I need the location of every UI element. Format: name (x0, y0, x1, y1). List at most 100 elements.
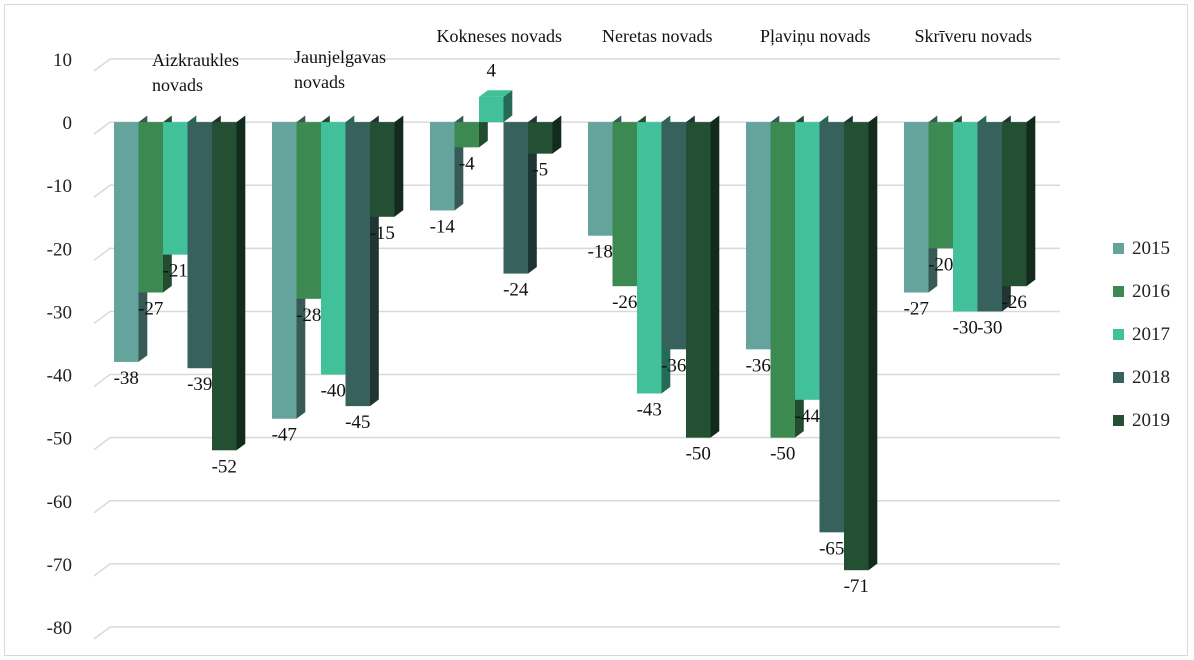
data-label: -5 (532, 160, 548, 181)
bar-side (1026, 115, 1036, 287)
y-tick-label: -10 (47, 176, 72, 197)
bar-front (844, 122, 869, 571)
data-label: -26 (612, 292, 637, 313)
bar-front (928, 122, 953, 249)
gridline (93, 247, 1060, 261)
category-label: Kokneses novads (437, 26, 562, 46)
bar-side (868, 115, 878, 571)
bar-front (114, 122, 139, 362)
y-axis: 10 0 -10 -20 -30 -40 -50 -60 -70 -80 (47, 50, 72, 639)
data-label: -20 (928, 254, 953, 275)
data-label: -50 (686, 444, 711, 465)
grid-layer (93, 58, 1060, 640)
category-label: Skrīveru novads (915, 26, 1032, 46)
bar-front (746, 122, 771, 350)
legend-label: 2015 (1132, 238, 1170, 259)
gridline (93, 563, 1060, 577)
bar (370, 115, 404, 217)
bar-side (236, 115, 246, 451)
data-label: -18 (588, 242, 613, 263)
data-label: -36 (661, 355, 686, 376)
bar-side (528, 115, 537, 274)
bar-front (430, 122, 455, 211)
gridline (93, 58, 1060, 72)
bar (1002, 115, 1036, 287)
data-label: -27 (904, 299, 929, 320)
legend-swatch (1113, 286, 1124, 297)
data-label: -24 (503, 280, 529, 301)
bars-layer (114, 90, 1036, 571)
y-tick-label: 10 (53, 50, 72, 71)
legend: 2015 2016 2017 2018 2019 (1113, 238, 1170, 431)
bar-front (296, 122, 321, 299)
data-label: -50 (770, 444, 795, 465)
data-label: -47 (272, 425, 297, 446)
bar-side (552, 115, 562, 154)
gridline (93, 436, 1060, 451)
bar-front (138, 122, 163, 293)
legend-swatch (1113, 415, 1124, 426)
gridline (93, 626, 1060, 640)
legend-swatch (1113, 372, 1124, 383)
bar-front (528, 122, 553, 154)
data-label: -4 (459, 153, 475, 174)
bar-front (272, 122, 297, 419)
data-label: -71 (844, 576, 869, 597)
bar (686, 115, 720, 438)
bar-front (770, 122, 795, 438)
data-label: -14 (430, 216, 456, 237)
data-label: -36 (746, 355, 771, 376)
bar (479, 90, 513, 123)
bar-side (479, 115, 488, 148)
data-label: -30 (977, 317, 1002, 338)
legend-item: 2019 (1113, 410, 1170, 431)
y-tick-label: -60 (47, 492, 72, 513)
bar-front (795, 122, 820, 400)
category-label: Neretas novads (602, 26, 712, 46)
legend-label: 2018 (1132, 367, 1170, 388)
data-label: -43 (637, 399, 662, 420)
data-label: -21 (163, 261, 188, 282)
gridline (93, 121, 1060, 135)
data-label: -26 (1002, 292, 1027, 313)
legend-item: 2017 (1113, 324, 1170, 345)
data-label: -28 (296, 305, 321, 326)
y-tick-label: -50 (47, 429, 72, 450)
bar (454, 115, 488, 148)
y-tick-label: -70 (47, 555, 72, 576)
bar-front (977, 122, 1002, 312)
bar (528, 115, 562, 154)
data-label: -27 (138, 299, 163, 320)
legend-item: 2018 (1113, 367, 1170, 388)
legend-label: 2016 (1132, 281, 1170, 302)
bar-front (479, 96, 504, 123)
bar-side (710, 115, 720, 438)
category-label: Pļaviņu novads (760, 26, 871, 46)
bar-front (503, 122, 528, 274)
bar-front (345, 122, 370, 407)
category-label: Jaunjelgavas novads (294, 47, 386, 92)
gridline (93, 184, 1060, 198)
y-tick-label: -80 (47, 618, 72, 639)
bar-side (394, 115, 404, 217)
category-label: Aizkraukles novads (152, 50, 239, 95)
bar-front (454, 122, 479, 148)
data-label: -52 (212, 456, 237, 477)
data-label: 4 (487, 60, 497, 81)
y-tick-label: -20 (47, 239, 72, 260)
legend-label: 2019 (1132, 410, 1170, 431)
bar-front (187, 122, 212, 369)
data-label: -39 (187, 374, 212, 395)
data-label: -45 (345, 412, 370, 433)
data-label: -15 (370, 223, 395, 244)
data-label: -30 (953, 317, 978, 338)
bar-front (953, 122, 978, 312)
legend-item: 2015 (1113, 238, 1170, 259)
legend-swatch (1113, 243, 1124, 254)
bar-front (212, 122, 237, 451)
data-label: -38 (114, 368, 139, 389)
bar-front (637, 122, 662, 394)
bar (212, 115, 246, 451)
